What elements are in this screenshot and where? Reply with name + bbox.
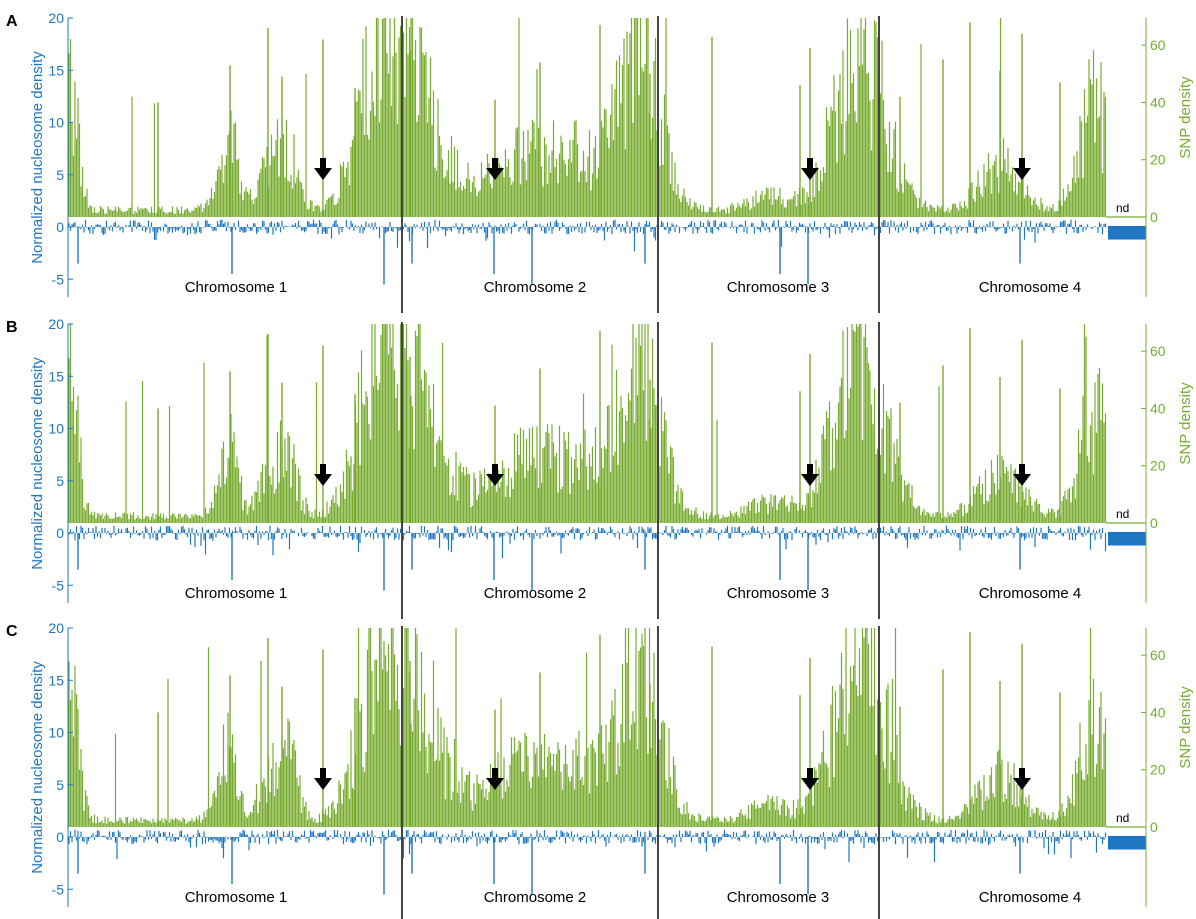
left-tick-label: 5 [56,473,64,489]
panel-c: Cnd -5 0 5 10 15 20 Normalized nucleosome densi… [6,620,1194,919]
right-tick-label: 60 [1150,647,1166,663]
nucleosome-density-trace [68,829,1107,863]
panel-b: Bnd -5 0 5 10 15 20 Normalized nucleosome densi… [6,316,1194,619]
chromosome-label: Chromosome 4 [979,889,1082,906]
chromosome-label: Chromosome 2 [484,889,587,906]
panel-letter: B [6,319,18,336]
right-tick-label: 40 [1150,94,1166,110]
nucleosome-density-series [68,219,1107,285]
snp-density-series [68,324,1107,523]
left-tick-label: 5 [56,167,64,183]
left-tick-label: 0 [56,219,64,235]
left-tick-label: 20 [48,316,64,332]
marker-arrow-icon [1013,768,1031,790]
snp-density-bars [68,18,1107,217]
nd-label: nd [1116,201,1129,215]
marker-arrow-icon [1013,464,1031,486]
marker-arrow-icon [801,768,819,790]
nd-region-band [1108,835,1146,850]
panel-a: And -5 0 5 10 15 20 Normalized nucleosome densi… [6,10,1194,313]
left-tick-label: 0 [56,829,64,845]
chromosome-label: Chromosome 1 [185,279,288,296]
right-tick-label: 20 [1150,458,1166,474]
chromosome-label: Chromosome 1 [185,889,288,906]
chromosome-label: Chromosome 3 [727,279,830,296]
marker-arrow-icon [801,158,819,180]
marker-arrow-icon [314,768,332,790]
left-axis-label: Normalized nucleosome density [29,51,46,264]
marker-arrow-icon [314,158,332,180]
right-axis-label: SNP density [1177,686,1194,769]
chromosome-label: Chromosome 3 [727,585,830,602]
snp-density-bars [68,324,1107,523]
left-tick-label: 5 [56,777,64,793]
right-tick-label: 20 [1150,762,1166,778]
right-tick-label: 0 [1150,515,1158,531]
left-tick-label: 15 [48,368,64,384]
left-tick-label: 0 [56,525,64,541]
chromosome-label: Chromosome 2 [484,279,587,296]
right-axis-label: SNP density [1177,382,1194,465]
left-tick-label: 20 [48,620,64,636]
snp-density-series [68,628,1107,827]
right-tick-label: 60 [1150,37,1166,53]
chromosome-label: Chromosome 3 [727,889,830,906]
left-tick-label: 10 [48,421,64,437]
nd-label: nd [1116,507,1129,521]
panel-letter: C [6,623,18,640]
left-tick-label: 20 [48,10,64,26]
left-axis-label: Normalized nucleosome density [29,357,46,570]
left-tick-label: -5 [52,271,65,287]
nucleosome-density-trace [68,525,1107,559]
nd-region-band [1108,225,1146,240]
left-tick-label: -5 [52,577,65,593]
marker-arrow-icon [486,464,504,486]
nucleosome-density-series [68,829,1107,895]
snp-density-bars [68,628,1107,827]
right-tick-label: 40 [1150,400,1166,416]
left-tick-label: -5 [52,881,65,897]
panel-letter: A [6,13,18,30]
nucleosome-density-trace [68,219,1107,252]
chromosome-label: Chromosome 1 [185,585,288,602]
right-tick-label: 0 [1150,209,1158,225]
chromosome-label: Chromosome 4 [979,585,1082,602]
left-axis-label: Normalized nucleosome density [29,661,46,874]
marker-arrow-icon [486,158,504,180]
left-tick-label: 15 [48,672,64,688]
marker-arrow-icon [801,464,819,486]
nd-label: nd [1116,811,1129,825]
snp-density-series [68,18,1107,217]
right-tick-label: 20 [1150,152,1166,168]
marker-arrow-icon [1013,158,1031,180]
nd-region-band [1108,531,1146,546]
right-tick-label: 0 [1150,819,1158,835]
marker-arrow-icon [486,768,504,790]
left-tick-label: 10 [48,725,64,741]
marker-arrow-icon [314,464,332,486]
left-tick-label: 10 [48,115,64,131]
chromosome-label: Chromosome 4 [979,279,1082,296]
right-tick-label: 40 [1150,704,1166,720]
nucleosome-density-series [68,525,1107,591]
right-tick-label: 60 [1150,343,1166,359]
chromosome-label: Chromosome 2 [484,585,587,602]
left-tick-label: 15 [48,62,64,78]
right-axis-label: SNP density [1177,76,1194,159]
